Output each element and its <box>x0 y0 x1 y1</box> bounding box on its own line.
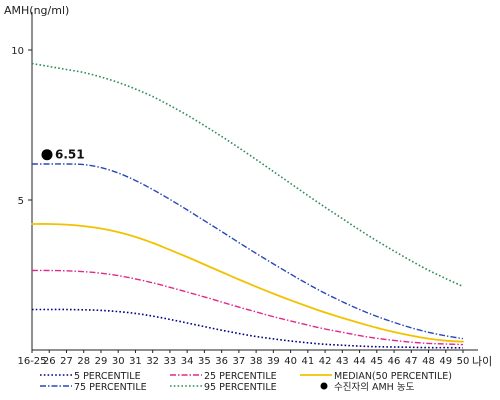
axes <box>28 12 478 353</box>
x-tick-label: 30 <box>112 356 125 367</box>
x-tick-label: 32 <box>146 356 159 367</box>
x-tick-label: 43 <box>336 356 349 367</box>
x-tick-label: 26 <box>43 356 56 367</box>
x-tick-label: 38 <box>250 356 263 367</box>
x-tick-label: 47 <box>405 356 418 367</box>
legend-label: 75 PERCENTILE <box>74 382 147 393</box>
x-tick-label: 45 <box>370 356 383 367</box>
x-tick-label: 39 <box>267 356 280 367</box>
legend-marker-patient <box>320 382 328 390</box>
x-axis-title: 나이 <box>472 355 492 368</box>
x-tick-label: 27 <box>60 356 73 367</box>
legend-label: 95 PERCENTILE <box>204 382 277 393</box>
x-tick-label: 37 <box>233 356 246 367</box>
x-tick-label: 31 <box>129 356 142 367</box>
x-tick-label: 41 <box>301 356 314 367</box>
x-tick-label: 36 <box>215 356 228 367</box>
x-tick-label: 50 <box>457 356 470 367</box>
x-tick-label: 28 <box>77 356 90 367</box>
x-tick-label: 49 <box>439 356 452 367</box>
series-line-75-percentile <box>32 163 464 340</box>
x-tick-label: 29 <box>95 356 108 367</box>
series-line-5-percentile <box>32 308 464 349</box>
x-tick-label: 42 <box>319 356 332 367</box>
x-tick-label: 44 <box>353 356 366 367</box>
annotation: 6.51 <box>41 148 85 162</box>
patient-amh-value-label: 6.51 <box>55 148 85 162</box>
series-line-95-percentile <box>31 62 464 288</box>
y-tick-label: 5 <box>18 196 24 207</box>
series-line-25-percentile <box>31 269 464 346</box>
legend-label: 수진자의 AMH 농도 <box>334 382 415 393</box>
series-lines <box>31 62 464 349</box>
x-tick-label: 16-25 <box>17 356 46 367</box>
legend-label: MEDIAN(50 PERCENTILE) <box>334 371 452 382</box>
series-line-median-50-percentile <box>31 223 464 343</box>
legend: 5 PERCENTILE 25 PERCENTILE MEDIAN(50 PERCE… <box>40 371 452 393</box>
legend-label: 5 PERCENTILE <box>74 371 141 382</box>
x-tick-label: 35 <box>198 356 211 367</box>
y-axis-title: AMH(ng/ml) <box>4 4 69 17</box>
x-tick-label: 40 <box>284 356 297 367</box>
x-tick-label: 34 <box>181 356 194 367</box>
x-tick-label: 46 <box>388 356 401 367</box>
patient-amh-marker <box>41 149 53 161</box>
y-tick-label: 10 <box>11 46 24 57</box>
x-tick-label: 33 <box>164 356 177 367</box>
legend-label: 25 PERCENTILE <box>204 371 277 382</box>
x-tick-label: 48 <box>422 356 435 367</box>
